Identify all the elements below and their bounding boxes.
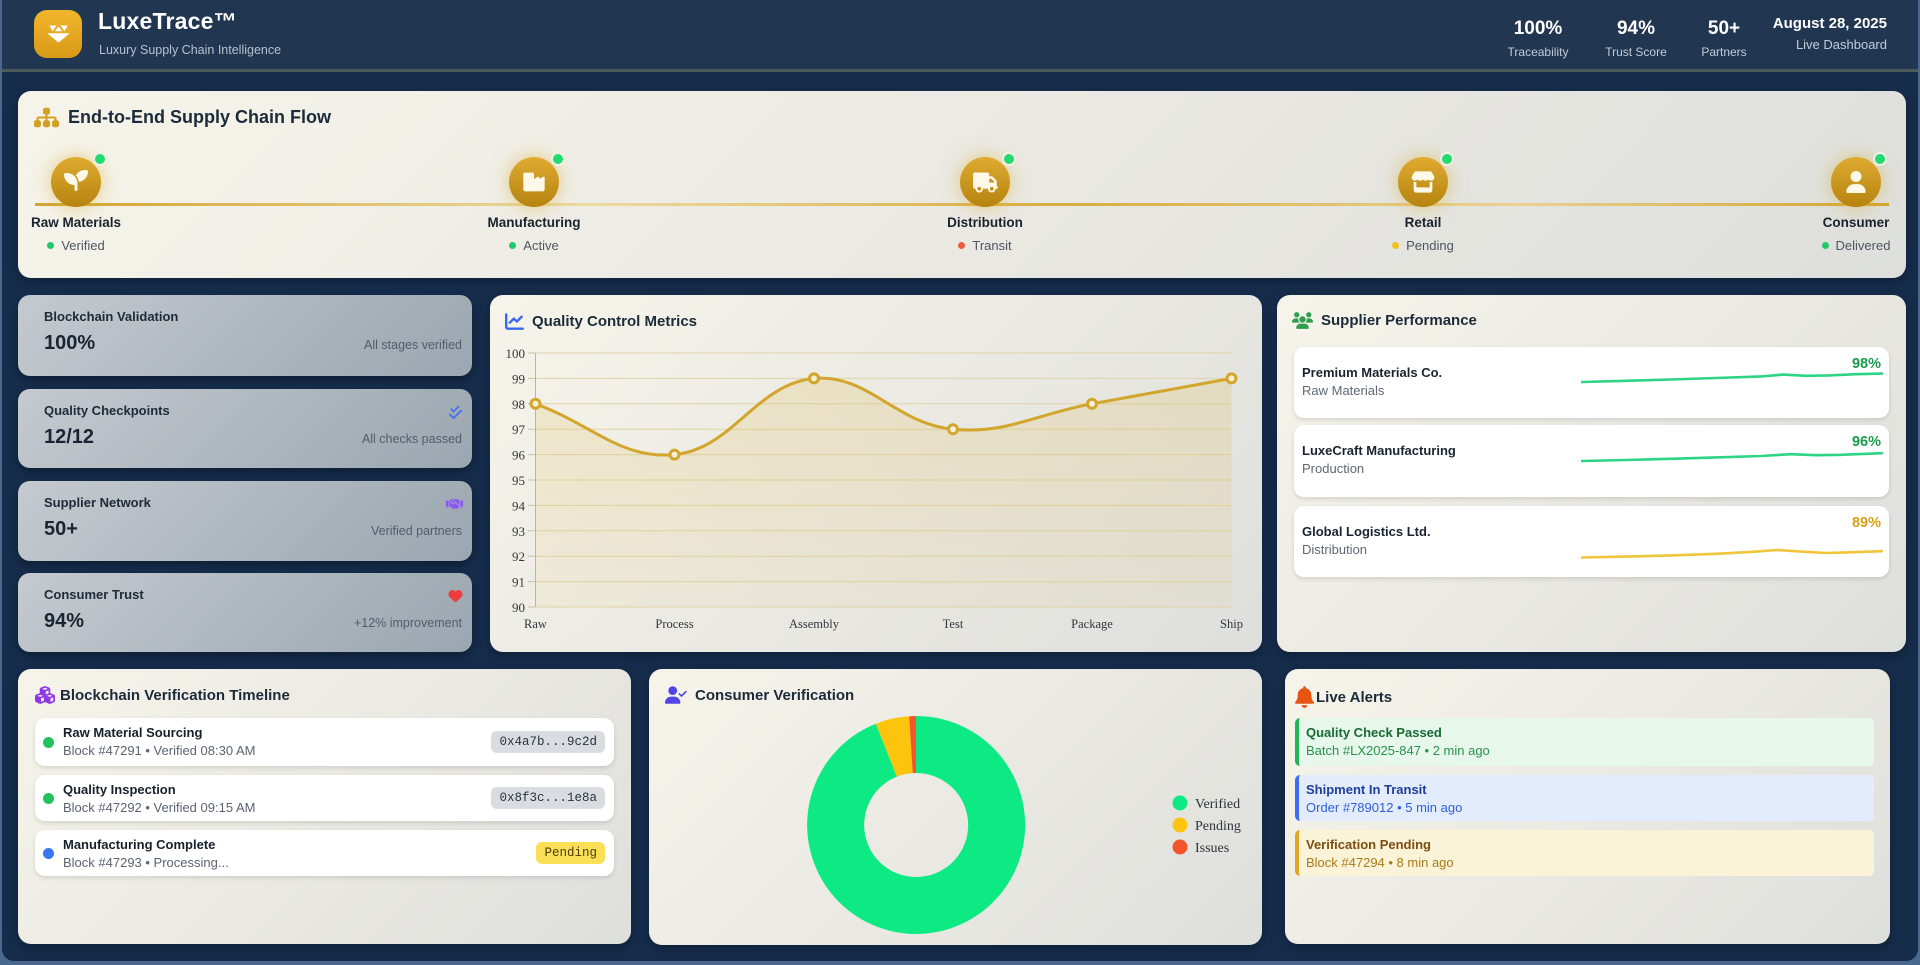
svg-text:97: 97 — [512, 422, 526, 437]
svg-text:Issues: Issues — [1195, 841, 1229, 856]
svg-text:95: 95 — [512, 473, 525, 488]
svg-text:96: 96 — [512, 448, 526, 463]
svg-text:Package: Package — [1071, 617, 1113, 631]
svg-text:91: 91 — [512, 575, 525, 590]
svg-text:99: 99 — [512, 371, 525, 386]
svg-text:Pending: Pending — [1195, 819, 1241, 834]
svg-text:Raw: Raw — [524, 617, 547, 631]
svg-text:93: 93 — [512, 524, 525, 539]
svg-text:Test: Test — [943, 617, 964, 631]
svg-text:Ship: Ship — [1220, 617, 1243, 631]
svg-text:Process: Process — [655, 617, 693, 631]
svg-text:92: 92 — [512, 549, 525, 564]
svg-text:98: 98 — [512, 397, 525, 412]
svg-text:100: 100 — [506, 346, 526, 361]
svg-text:Assembly: Assembly — [789, 617, 840, 631]
svg-text:94: 94 — [512, 498, 526, 513]
svg-text:Verified: Verified — [1195, 797, 1240, 812]
svg-text:90: 90 — [512, 600, 525, 615]
